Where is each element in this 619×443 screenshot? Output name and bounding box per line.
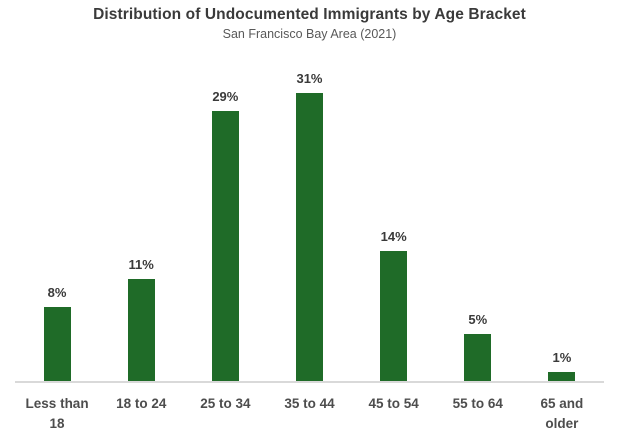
bar-value-label: 1% bbox=[552, 350, 572, 365]
chart-subtitle: San Francisco Bay Area (2021) bbox=[222, 27, 397, 41]
bar-column: 8% bbox=[15, 285, 99, 381]
x-axis-category-label: Less than 18 bbox=[25, 396, 89, 432]
bar bbox=[43, 307, 71, 381]
bar bbox=[548, 372, 576, 381]
bar-column: 11% bbox=[99, 257, 183, 381]
bar bbox=[127, 279, 155, 381]
bar bbox=[380, 251, 408, 381]
x-axis-category-label: 45 to 54 bbox=[368, 396, 419, 411]
chart-header: Distribution of Undocumented Immigrants … bbox=[0, 0, 619, 41]
bar-column: 5% bbox=[436, 312, 520, 381]
bar-column: 14% bbox=[352, 229, 436, 381]
bar bbox=[211, 111, 239, 381]
bar-value-label: 5% bbox=[468, 312, 488, 327]
bar bbox=[295, 93, 323, 381]
bar-column: 31% bbox=[267, 71, 351, 381]
x-axis-labels: Less than 18 18 to 24 25 to 34 35 to 44 45 t… bbox=[15, 394, 604, 435]
x-axis-category-label: 35 to 44 bbox=[284, 396, 335, 411]
x-axis-category-label: 55 to 64 bbox=[452, 396, 503, 411]
bar-value-label: 31% bbox=[296, 71, 323, 86]
bar-value-label: 11% bbox=[128, 257, 154, 272]
bar-value-label: 14% bbox=[380, 229, 407, 244]
bar-value-label: 8% bbox=[47, 285, 67, 300]
x-axis-category-label: 18 to 24 bbox=[116, 396, 167, 411]
bar bbox=[464, 334, 492, 381]
plot-area: 8% 11% 29% 31% 14% 5% 1% bbox=[15, 40, 604, 383]
x-axis-category-label: 25 to 34 bbox=[200, 396, 251, 411]
bar-value-label: 29% bbox=[212, 89, 239, 104]
chart-title: Distribution of Undocumented Immigrants … bbox=[93, 6, 526, 23]
x-axis-category-label: 65 and older bbox=[540, 396, 584, 432]
bar-column: 1% bbox=[520, 350, 604, 381]
bar-column: 29% bbox=[183, 89, 267, 381]
